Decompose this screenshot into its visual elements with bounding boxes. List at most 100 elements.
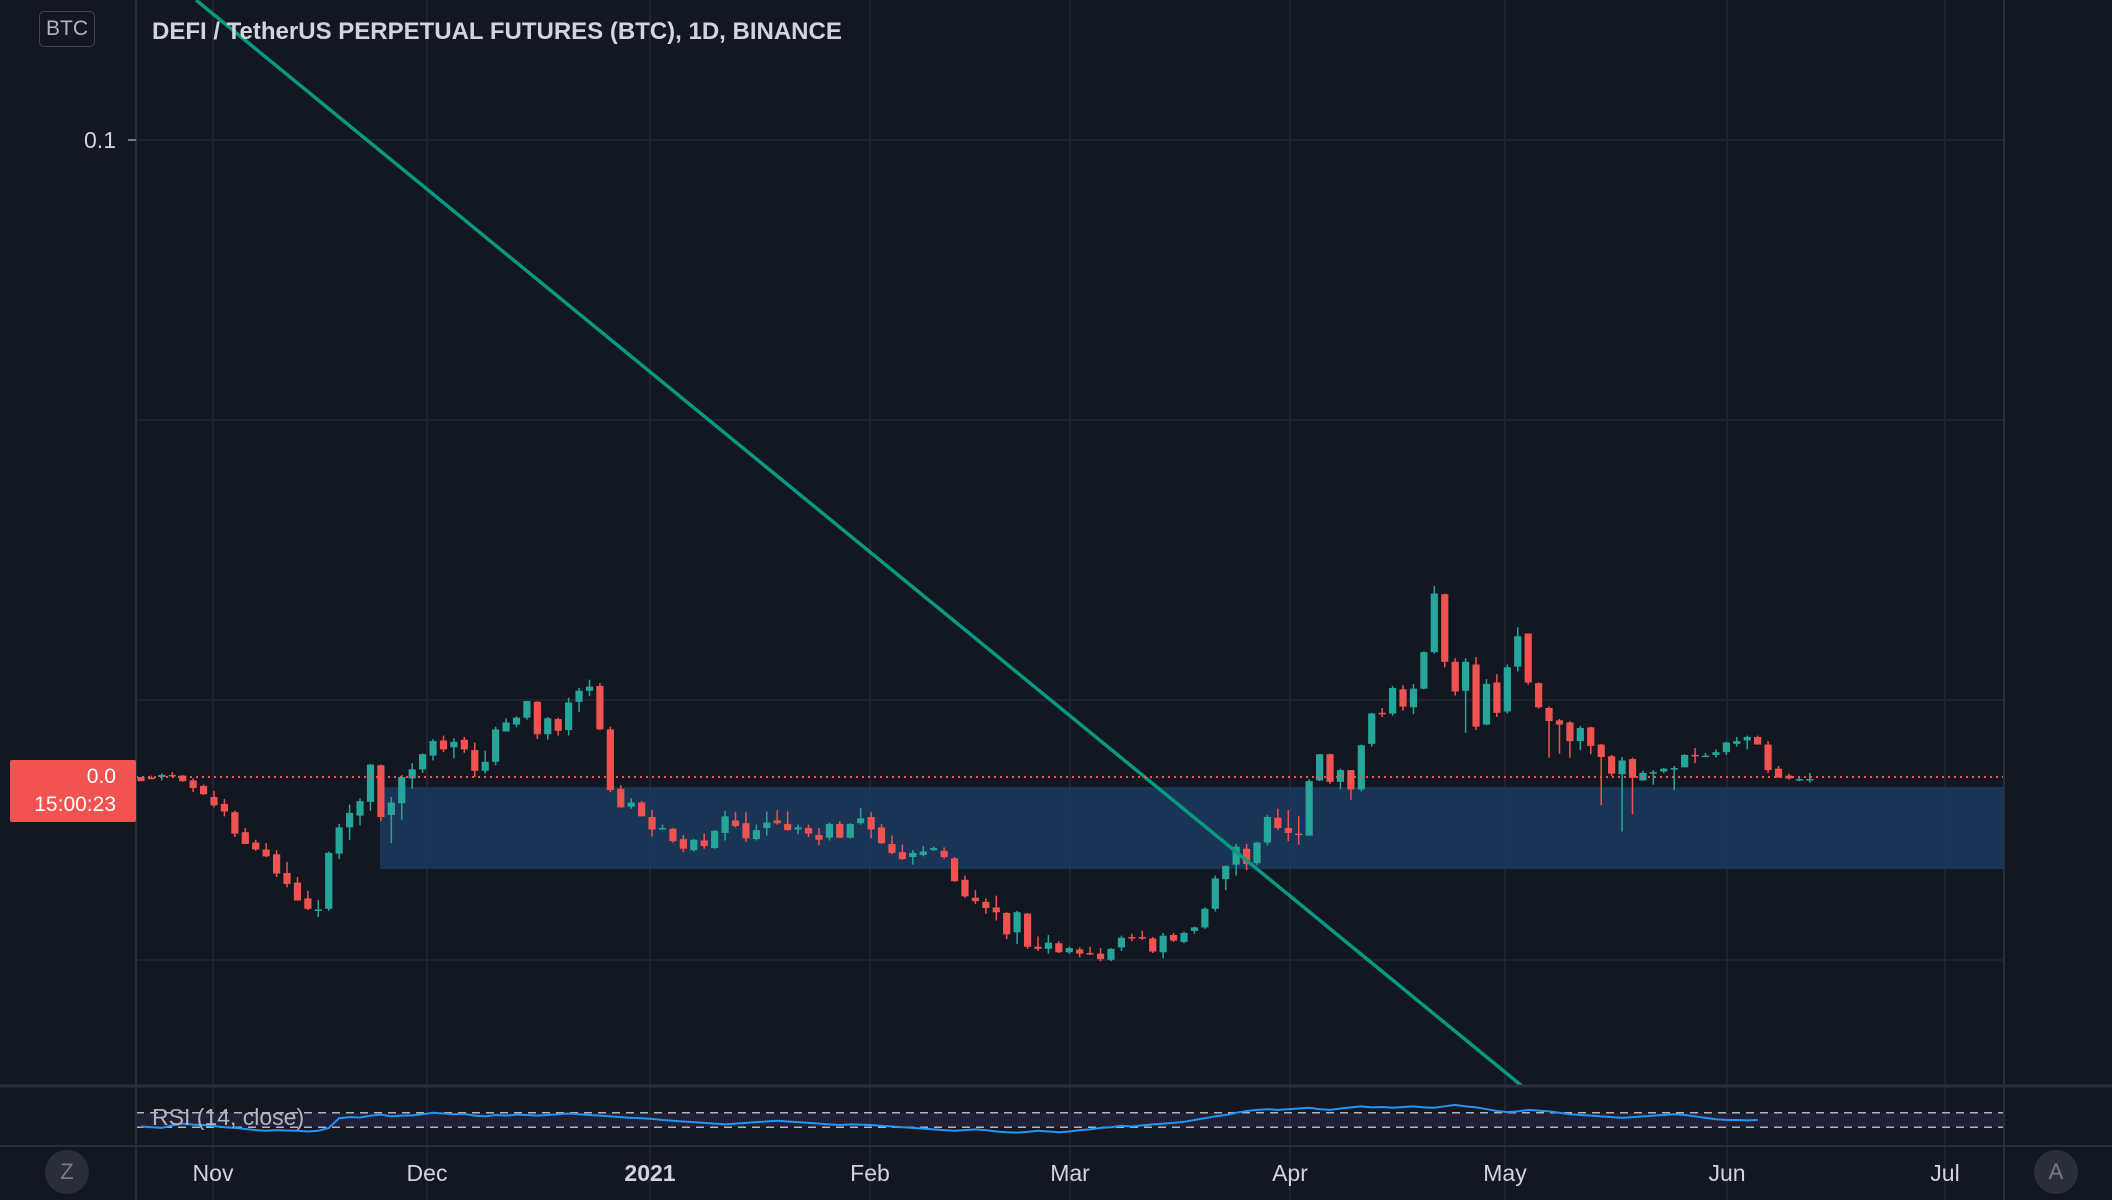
- candle-body: [1409, 688, 1418, 708]
- candle-body: [1754, 736, 1762, 745]
- candle-body: [658, 828, 667, 830]
- chart-title: DEFI / TetherUS PERPETUAL FUTURES (BTC),…: [152, 18, 842, 45]
- candle-body: [1462, 661, 1470, 691]
- rsi-label[interactable]: RSI (14, close): [152, 1104, 305, 1130]
- candle-body: [314, 909, 322, 911]
- current-price-tag: 0.0 15:00:23: [10, 760, 136, 822]
- candle: [825, 822, 833, 841]
- candle: [1722, 741, 1730, 755]
- candle-body: [742, 823, 750, 839]
- candle-body: [398, 777, 406, 804]
- candle-body: [919, 851, 927, 855]
- candle-body: [1701, 755, 1710, 758]
- candle-body: [1576, 728, 1584, 742]
- candle-body: [846, 823, 854, 838]
- candle: [919, 846, 927, 857]
- candle-body: [784, 823, 792, 831]
- candle: [877, 823, 886, 844]
- candle: [992, 895, 1000, 921]
- candle: [1701, 752, 1710, 758]
- candle: [137, 777, 145, 782]
- candle-body: [439, 740, 448, 750]
- candle-body: [1034, 946, 1042, 949]
- candle: [210, 790, 218, 808]
- candle-body: [492, 729, 500, 762]
- candle-body: [450, 741, 458, 748]
- candle: [773, 810, 781, 825]
- auto-scale-button[interactable]: A: [2034, 1150, 2078, 1194]
- candle: [1451, 658, 1459, 696]
- candle: [283, 861, 291, 888]
- trendline[interactable]: [194, 0, 1524, 1088]
- candle: [189, 778, 197, 793]
- candle: [846, 823, 854, 839]
- candle-body: [158, 774, 166, 777]
- candle: [1023, 912, 1032, 949]
- candle: [690, 839, 698, 852]
- candle-body: [1357, 745, 1365, 790]
- candle: [575, 687, 583, 713]
- candle-body: [1190, 927, 1199, 931]
- candle: [606, 726, 614, 793]
- candle-body: [1315, 754, 1324, 781]
- candle-body: [1096, 953, 1105, 960]
- candle: [1169, 932, 1178, 942]
- candle: [1628, 757, 1637, 815]
- candle: [815, 828, 823, 846]
- candle: [1514, 627, 1522, 672]
- candle: [1096, 948, 1105, 962]
- candle: [439, 735, 448, 753]
- candle-body: [1785, 775, 1793, 779]
- candle: [147, 775, 156, 780]
- candle-body: [700, 840, 708, 846]
- candle: [888, 835, 896, 855]
- candle: [304, 890, 312, 911]
- candle: [836, 821, 844, 838]
- candle-body: [1806, 779, 1814, 781]
- candle-body: [554, 719, 562, 731]
- candle-body: [293, 882, 302, 901]
- candle-body: [137, 777, 145, 782]
- time-tick-label: Jun: [1708, 1160, 1745, 1186]
- candle-body: [1514, 636, 1522, 667]
- candle-body: [1430, 593, 1438, 653]
- candle-body: [1347, 770, 1355, 790]
- candle-body: [1535, 683, 1543, 708]
- candle-body: [283, 872, 291, 884]
- candle: [971, 890, 979, 904]
- candle: [544, 716, 552, 740]
- candle: [1253, 841, 1261, 866]
- candle: [1044, 935, 1053, 954]
- candle: [398, 774, 406, 820]
- candle: [784, 811, 792, 831]
- candle-body: [1545, 708, 1553, 722]
- candle: [585, 679, 594, 697]
- candle: [1368, 712, 1376, 747]
- candle: [930, 846, 938, 851]
- candle: [1608, 754, 1616, 777]
- candle: [1806, 772, 1814, 783]
- candle-body: [794, 827, 802, 830]
- candle-body: [825, 823, 833, 838]
- candle-body: [1628, 759, 1637, 778]
- candle-body: [1399, 689, 1407, 707]
- currency-badge[interactable]: BTC: [39, 11, 95, 47]
- candle-body: [189, 780, 197, 789]
- candle-body: [1420, 652, 1428, 689]
- candle-body: [877, 827, 886, 844]
- candle-body: [930, 848, 938, 851]
- candle: [1347, 770, 1355, 800]
- candle-body: [512, 717, 521, 725]
- candle: [1117, 935, 1126, 951]
- candle-body: [502, 722, 510, 732]
- timezone-button[interactable]: Z: [45, 1150, 89, 1194]
- time-tick-label: Jul: [1930, 1160, 1959, 1186]
- candle: [731, 812, 740, 828]
- time-tick-label: May: [1483, 1160, 1527, 1186]
- candle-body: [638, 802, 646, 817]
- candle: [1326, 753, 1334, 784]
- candle-body: [565, 702, 573, 731]
- candle-body: [950, 858, 959, 882]
- candle: [523, 701, 531, 720]
